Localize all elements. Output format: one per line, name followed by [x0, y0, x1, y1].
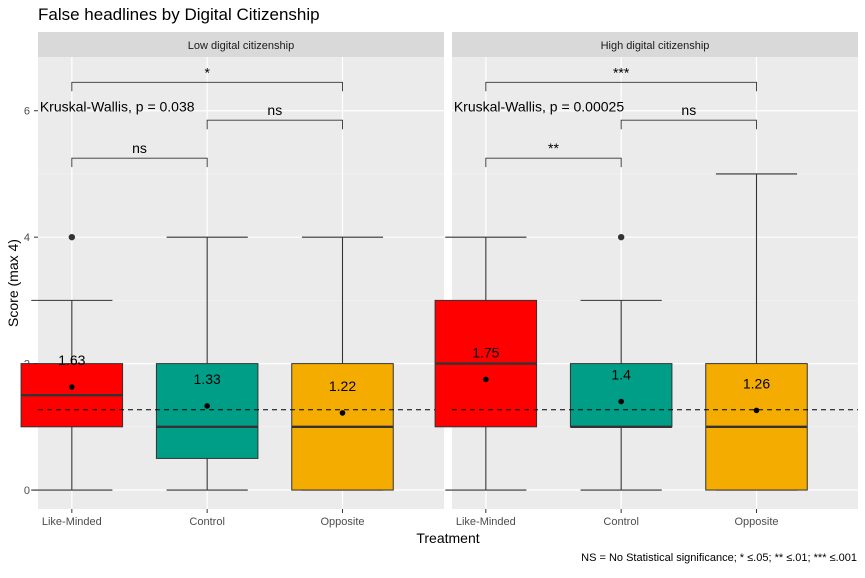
mean-label: 1.4	[611, 367, 631, 383]
comparison-bracket	[620, 119, 757, 130]
panels: 0246Low digital citizenship1.631.331.22n…	[20, 32, 858, 528]
mean-label: 1.26	[743, 375, 770, 391]
mean-point	[204, 403, 210, 409]
kruskal-label: Kruskal-Wallis, p = 0.00025	[454, 98, 624, 114]
strip-label: High digital citizenship	[601, 40, 710, 52]
comparison-label: ns	[267, 102, 282, 118]
comparison-label: ***	[613, 64, 630, 80]
x-axis-label: Treatment	[416, 530, 479, 546]
y-tick-label: 4	[24, 232, 30, 244]
box-opposite: 1.26	[705, 173, 808, 491]
x-tick-label: Like-Minded	[42, 516, 102, 528]
kruskal-label: Kruskal-Wallis, p = 0.038	[40, 98, 195, 114]
outlier-point	[617, 233, 625, 241]
mean-label: 1.63	[58, 352, 85, 368]
mean-label: 1.75	[472, 344, 499, 360]
panel-high: High digital citizenship 1.75 1.4 1.26 ** ns *…	[434, 32, 858, 528]
comparison-bracket	[485, 157, 622, 168]
outlier-point	[68, 233, 76, 241]
strip-label: Low digital citizenship	[188, 40, 294, 52]
strip-background	[38, 32, 444, 57]
panel-low: Low digital citizenship 1.63 1.33 1.22 ns ns *…	[20, 32, 444, 528]
box-body	[569, 363, 673, 428]
comparison-bracket	[206, 119, 343, 130]
x-tick-label: Opposite	[734, 516, 778, 528]
x-tick-label: Control	[603, 516, 638, 528]
x-tick-label: Opposite	[320, 516, 364, 528]
mean-point	[753, 407, 760, 414]
y-tick-label: 0	[24, 485, 30, 497]
y-tick-label: 6	[24, 106, 30, 118]
comparison-label: ns	[681, 102, 696, 118]
mean-label: 1.33	[194, 371, 221, 387]
box-control: 1.33	[155, 236, 259, 491]
mean-point	[69, 384, 75, 390]
comparison-label: ns	[132, 140, 147, 156]
y-axis-label: Score (max 4)	[5, 239, 21, 327]
comparison-bracket	[71, 157, 208, 168]
mean-label: 1.22	[329, 378, 356, 394]
box-opposite: 1.22	[291, 236, 394, 491]
mean-point	[483, 376, 489, 383]
box-like-minded: 1.63	[20, 233, 124, 491]
comparison-bracket	[485, 81, 757, 92]
comparison-label: *	[204, 64, 210, 80]
x-tick-label: Control	[189, 516, 224, 528]
box-body	[155, 363, 259, 459]
chart-title: False headlines by Digital Citizenship	[38, 5, 320, 24]
x-tick-label: Like-Minded	[456, 516, 516, 528]
comparison-bracket	[71, 81, 343, 92]
strip-background	[452, 32, 858, 57]
mean-point	[339, 410, 346, 416]
mean-point	[618, 398, 624, 405]
box-like-minded: 1.75	[434, 236, 538, 491]
comparison-label: **	[548, 140, 559, 156]
box-control: 1.4	[569, 233, 673, 491]
caption: NS = No Statistical significance; * ≤.05…	[581, 552, 857, 564]
